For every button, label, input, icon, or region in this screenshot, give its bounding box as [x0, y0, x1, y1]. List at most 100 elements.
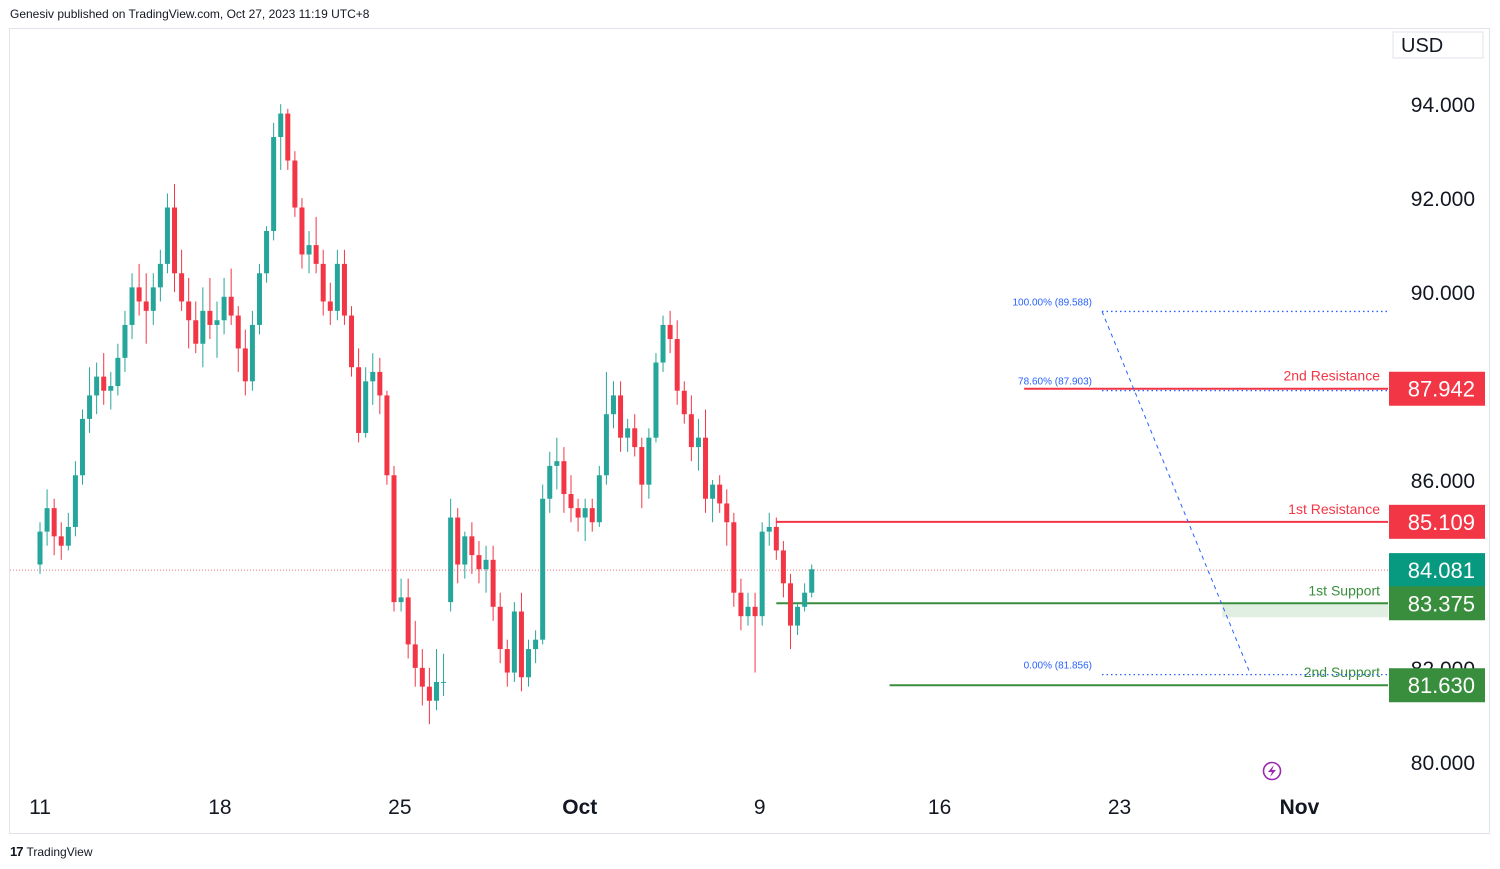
- candle-body: [349, 315, 355, 368]
- candle: [278, 104, 284, 170]
- time-tick-label: Oct: [562, 796, 597, 819]
- candle: [44, 489, 50, 546]
- candle-body: [667, 324, 673, 340]
- candle: [228, 268, 234, 325]
- candle-body: [752, 606, 758, 617]
- candle-body: [214, 320, 220, 325]
- candle-body: [228, 296, 234, 316]
- candle-body: [504, 649, 510, 673]
- candle-body: [44, 508, 50, 532]
- candle: [526, 639, 532, 687]
- candle: [122, 310, 128, 372]
- candle: [469, 522, 475, 574]
- candle-body: [249, 324, 255, 382]
- candle-body: [674, 339, 680, 391]
- candle-body: [313, 245, 319, 264]
- candle-body: [646, 437, 652, 485]
- candle: [349, 306, 355, 377]
- price-tick-label: 94.000: [1411, 94, 1475, 117]
- candle-body: [540, 498, 546, 640]
- candle-body: [278, 113, 284, 138]
- candle-body: [363, 381, 369, 433]
- candle: [327, 282, 333, 325]
- candle-body: [476, 555, 482, 570]
- candle: [667, 310, 673, 354]
- time-tick-label: 16: [928, 796, 951, 819]
- candle-body: [405, 597, 411, 645]
- candle: [391, 465, 397, 612]
- candle-body: [221, 296, 227, 321]
- candle: [773, 517, 779, 560]
- candle-body: [639, 447, 645, 485]
- candle: [717, 475, 723, 513]
- candle: [285, 108, 291, 170]
- candle-body: [179, 273, 185, 302]
- candles-layer: [37, 104, 1282, 781]
- candle: [320, 249, 326, 316]
- candle: [561, 447, 567, 513]
- candle-body: [320, 263, 326, 302]
- candle: [547, 451, 553, 513]
- candle-body: [780, 550, 786, 584]
- time-tick-label: 18: [208, 796, 231, 819]
- candle-body: [164, 207, 170, 264]
- candle-body: [334, 263, 340, 311]
- candle: [575, 498, 581, 532]
- price-tick-label: 92.000: [1411, 188, 1475, 211]
- candle-body: [398, 597, 404, 603]
- candle: [766, 512, 772, 546]
- candle: [455, 508, 461, 584]
- resistance-1-tag: 85.109: [1408, 510, 1475, 535]
- support-2-tag: 81.630: [1408, 673, 1475, 698]
- candle-body: [115, 357, 121, 387]
- candle: [759, 522, 765, 626]
- candle-body: [653, 362, 659, 438]
- candle-body: [150, 287, 156, 311]
- candle: [674, 320, 680, 405]
- candle: [681, 381, 687, 424]
- candle: [306, 230, 312, 274]
- candle: [249, 310, 255, 391]
- lightning-icon: [1262, 761, 1282, 781]
- last-price-tag: 84.081: [1408, 558, 1475, 583]
- candle-body: [483, 559, 489, 570]
- reference-lines-layer: 2nd Resistance 1st Resistance 1st Support 2…: [10, 297, 1388, 687]
- candle-body: [710, 484, 716, 499]
- candle-body: [773, 526, 779, 551]
- candle: [504, 639, 510, 687]
- candle: [65, 512, 71, 551]
- candle-body: [327, 301, 333, 311]
- candle: [780, 541, 786, 598]
- candle-body: [58, 536, 64, 546]
- candle: [589, 498, 595, 532]
- candle-body: [65, 526, 71, 546]
- candle-body: [759, 531, 765, 617]
- candle-body: [193, 320, 199, 344]
- candle: [200, 287, 206, 368]
- candle-body: [625, 428, 631, 438]
- candle: [150, 273, 156, 325]
- candle: [221, 277, 227, 335]
- candle-body: [518, 611, 524, 678]
- candle: [582, 498, 588, 542]
- candle-body: [356, 367, 362, 433]
- candle: [596, 465, 602, 527]
- candle-body: [306, 245, 312, 255]
- candle: [341, 249, 347, 325]
- candle-body: [717, 484, 723, 504]
- support-1-tag: 83.375: [1408, 591, 1475, 616]
- price-tick-label: 80.000: [1411, 752, 1475, 775]
- candle: [370, 353, 376, 405]
- candle-body: [596, 475, 602, 523]
- candle: [724, 489, 730, 546]
- candle: [419, 649, 425, 706]
- price-tick-label: 86.000: [1411, 470, 1475, 493]
- candle-body: [610, 395, 616, 415]
- footer: 17 TradingView: [10, 844, 93, 859]
- candle-body: [731, 522, 737, 593]
- candle: [271, 122, 277, 241]
- candle: [738, 578, 744, 631]
- candle: [646, 428, 652, 499]
- candle-body: [299, 207, 305, 255]
